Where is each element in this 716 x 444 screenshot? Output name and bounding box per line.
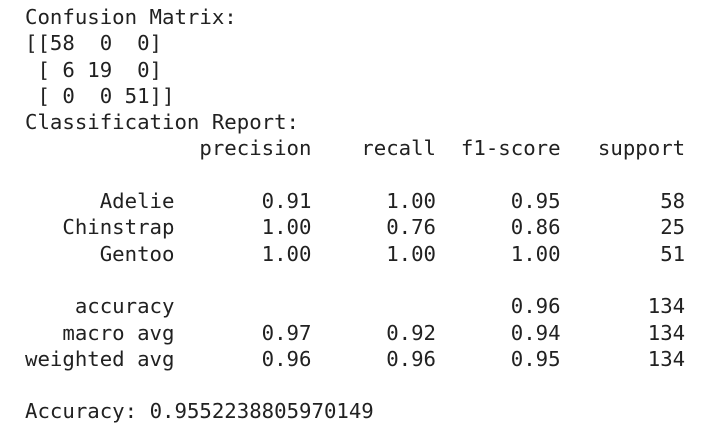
classification-report-title-text: Classification Report: bbox=[25, 110, 300, 135]
confusion-matrix-title: Confusion Matrix: bbox=[25, 4, 716, 30]
confusion-matrix-row: [ 0 0 51]] bbox=[25, 83, 175, 108]
accuracy-value: 0.9552238805970149 bbox=[149, 399, 374, 424]
confusion-matrix-row: [[58 0 0] bbox=[25, 31, 163, 56]
report-class-row: Gentoo 1.00 1.00 1.00 51 bbox=[25, 241, 686, 266]
report-class-row: Adelie 0.91 1.00 0.95 58 bbox=[25, 189, 686, 214]
blank-line bbox=[25, 372, 716, 398]
blank-line bbox=[25, 162, 716, 188]
report-header-row: precision recall f1-score support bbox=[25, 136, 686, 161]
accuracy-label: Accuracy: bbox=[25, 399, 138, 424]
classification-report-table: precision recall f1-score support Adelie… bbox=[25, 135, 716, 372]
report-class-row: Chinstrap 1.00 0.76 0.86 25 bbox=[25, 215, 686, 240]
report-summary-row: accuracy 0.96 134 bbox=[25, 294, 686, 319]
accuracy-summary: Accuracy: 0.9552238805970149 bbox=[25, 398, 716, 424]
confusion-matrix-row: [ 6 19 0] bbox=[25, 57, 163, 82]
blank-line bbox=[25, 267, 716, 293]
report-summary-row: macro avg 0.97 0.92 0.94 134 bbox=[25, 320, 686, 345]
confusion-matrix-title-text: Confusion Matrix: bbox=[25, 5, 237, 29]
classification-report-title: Classification Report: bbox=[25, 109, 716, 135]
report-summary-row: weighted avg 0.96 0.96 0.95 134 bbox=[25, 346, 686, 371]
confusion-matrix-values: [[58 0 0] [ 6 19 0] [ 0 0 51]] bbox=[25, 30, 716, 109]
